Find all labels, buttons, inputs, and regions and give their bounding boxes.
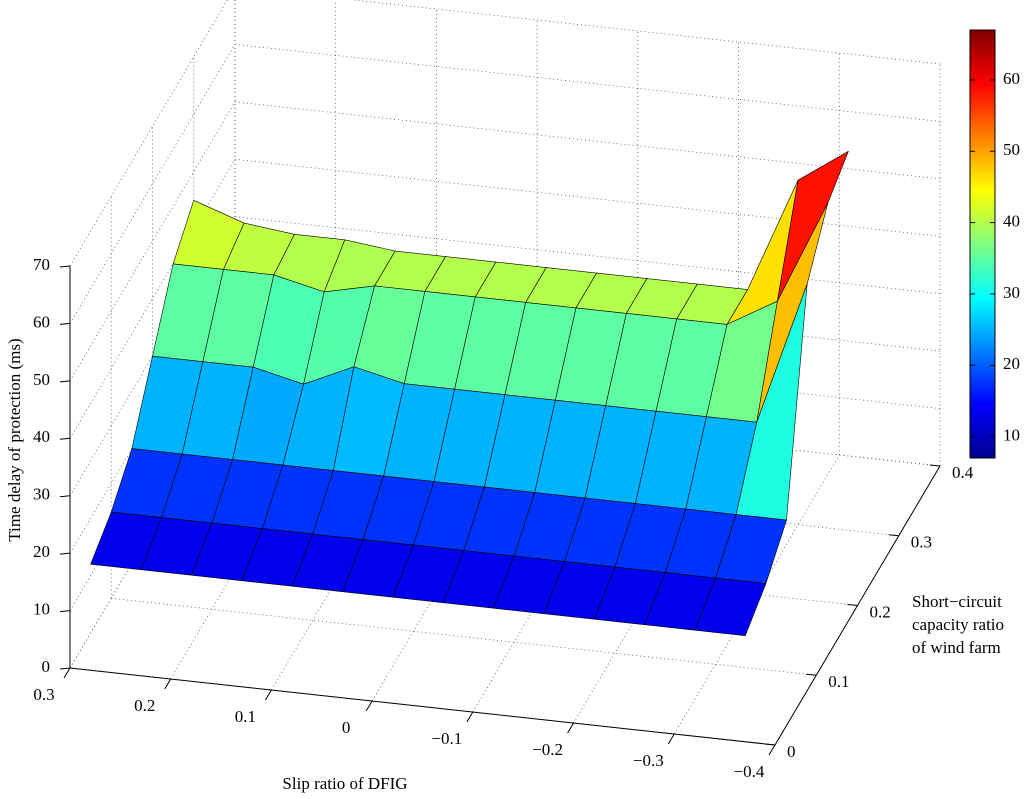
y-tick-label: 0.2 (870, 602, 891, 621)
x-tick (264, 689, 272, 701)
x-tick-label: 0.2 (134, 696, 155, 715)
x-tick-label: 0.1 (235, 707, 256, 726)
x-tick-label: −0.2 (532, 740, 563, 759)
colorbar (969, 29, 996, 459)
z-tick-label: 10 (33, 599, 50, 618)
z-tick (59, 610, 71, 613)
z-tick (59, 495, 71, 498)
x-axis (69, 667, 776, 746)
y-tick (764, 743, 776, 746)
x-tick (768, 744, 776, 756)
z-tick (59, 322, 71, 325)
y-tick-label: 0.4 (952, 463, 974, 482)
z-tick-label: 30 (33, 485, 50, 504)
grid-line (234, 44, 941, 122)
x-tick (365, 700, 373, 712)
x-axis-label: Slip ratio of DFIG (282, 774, 407, 793)
z-tick (59, 380, 71, 383)
y-tick (888, 534, 899, 537)
y-tick (806, 673, 817, 676)
y-axis-label: Short−circuit (912, 592, 1002, 611)
x-tick (667, 733, 675, 745)
z-tick (59, 667, 71, 670)
colorbar-tick-label: 30 (1003, 283, 1020, 302)
z-tick-label: 0 (42, 657, 51, 676)
y-tick (847, 604, 858, 606)
surface-patch (694, 577, 767, 637)
x-tick-label: −0.4 (734, 762, 765, 781)
colorbar-tick-label: 50 (1003, 140, 1020, 159)
z-tick (59, 265, 71, 268)
x-tick-label: 0.3 (33, 685, 54, 704)
z-tick-label: 70 (33, 255, 50, 274)
x-tick-label: 0 (342, 718, 351, 737)
colorbar-tick-label: 10 (1003, 426, 1020, 445)
colorbar-tick-label: 20 (1003, 354, 1020, 373)
x-tick (466, 711, 474, 723)
y-axis-label: of wind farm (912, 638, 1001, 657)
z-tick-label: 20 (33, 542, 50, 561)
y-tick (929, 464, 941, 467)
y-tick-label: 0.1 (828, 672, 849, 691)
y-tick-label: 0 (787, 742, 796, 761)
z-tick (59, 552, 71, 555)
y-axis-label: capacity ratio (912, 615, 1004, 634)
z-tick-label: 50 (33, 370, 50, 389)
x-tick (567, 722, 575, 734)
x-tick-label: −0.1 (431, 729, 462, 748)
z-tick (59, 437, 71, 440)
z-axis-label: Time delay of protection (ms) (5, 338, 24, 541)
z-tick-label: 40 (33, 427, 50, 446)
x-tick-label: −0.3 (633, 751, 664, 770)
x-tick (164, 678, 172, 690)
z-tick-label: 60 (33, 312, 50, 331)
grid-line (350, 0, 941, 65)
x-tick (63, 667, 71, 679)
y-tick-label: 0.3 (911, 533, 932, 552)
colorbar-tick-label: 60 (1003, 69, 1020, 88)
colorbar-tick-label: 40 (1003, 212, 1020, 231)
